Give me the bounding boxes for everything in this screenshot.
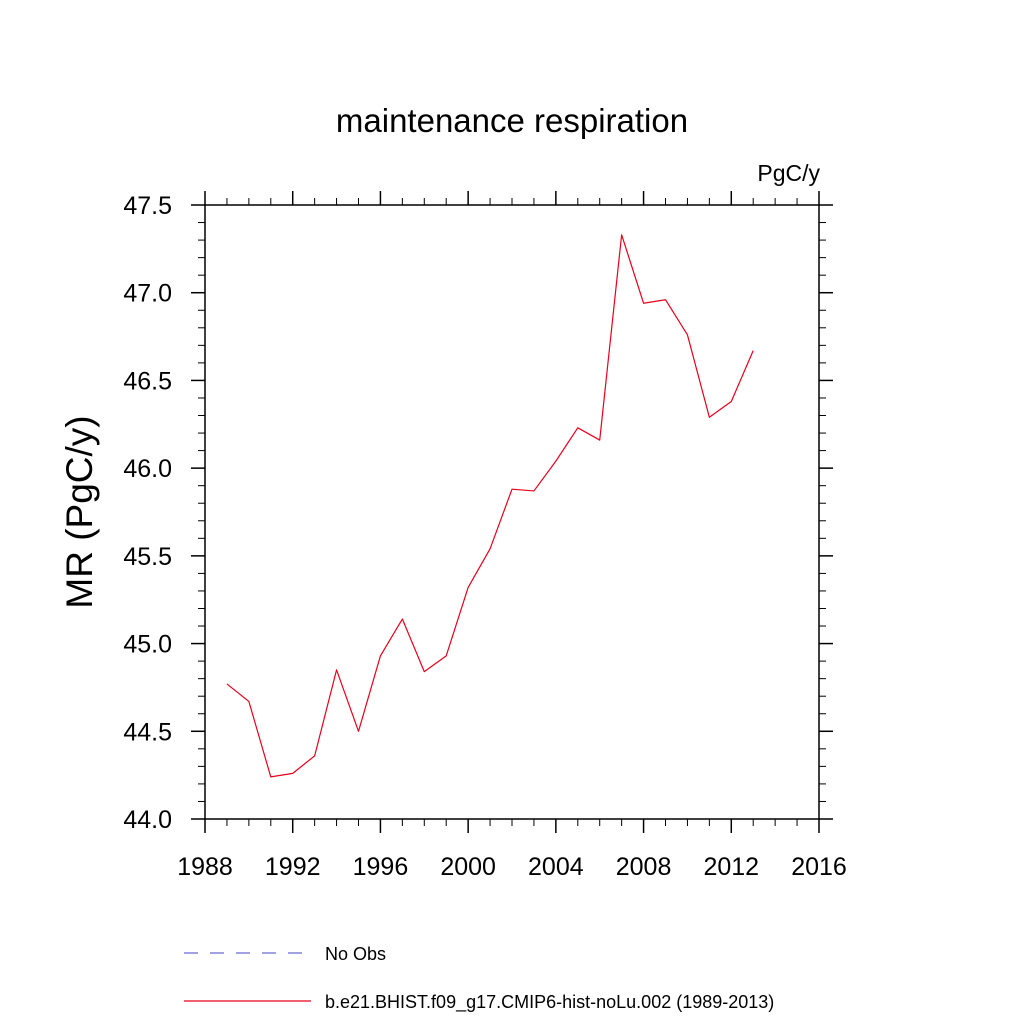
y-tick-label: 46.0: [123, 455, 172, 483]
y-tick-label: 44.0: [123, 806, 172, 834]
y-tick-label: 45.5: [123, 543, 172, 571]
y-tick-label: 47.5: [123, 192, 172, 220]
y-tick-label: 47.0: [123, 280, 172, 308]
y-tick-label: 44.5: [123, 718, 172, 746]
y-tick-label: 46.5: [123, 367, 172, 395]
series-line-1: [226, 234, 754, 778]
series-layer: [226, 234, 754, 778]
y-tick-label: 45.0: [123, 631, 172, 659]
legend-label-0: No Obs: [325, 944, 386, 964]
x-tick-label: 2000: [440, 853, 496, 881]
chart-title: maintenance respiration: [336, 102, 688, 139]
y-axis-label: MR (PgC/y): [59, 415, 100, 608]
x-tick-label: 1992: [265, 853, 321, 881]
x-tick-label: 1988: [177, 853, 233, 881]
x-tick-label: 2016: [791, 853, 847, 881]
plot-frame: [204, 204, 820, 820]
legend-label-1: b.e21.BHIST.f09_g17.CMIP6-hist-noLu.002 …: [325, 992, 774, 1013]
x-tick-label: 2004: [528, 853, 584, 881]
units-label: PgC/y: [757, 160, 820, 186]
x-tick-label: 2012: [703, 853, 759, 881]
x-tick-label: 2008: [616, 853, 672, 881]
x-tick-label: 1996: [353, 853, 409, 881]
legend: No Obs b.e21.BHIST.f09_g17.CMIP6-hist-noL…: [184, 944, 774, 1013]
axes: 1988 1992 1996 2000 2004 2008 2012 2016 44.0 44.5…: [123, 191, 847, 881]
